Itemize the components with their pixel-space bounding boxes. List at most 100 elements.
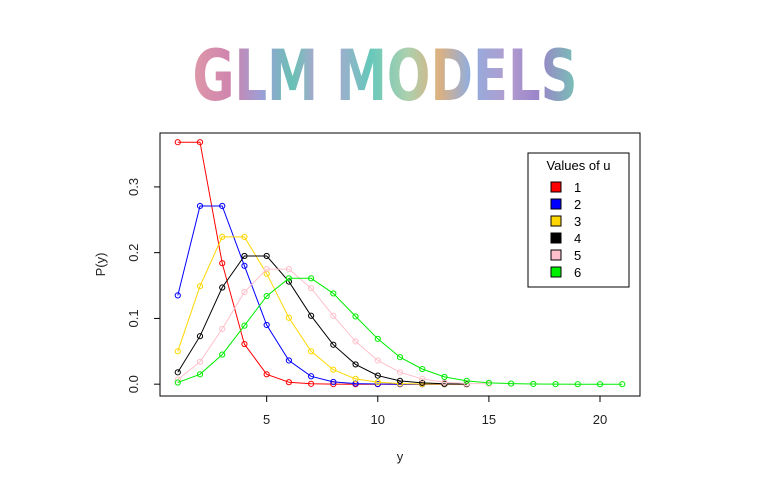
data-point [174,348,181,355]
data-point [396,377,404,384]
axes-group: 5 10 15 200.00.10.20.3 [126,178,607,427]
data-point [263,292,270,300]
data-point [308,380,315,387]
data-point [330,312,337,319]
data-point [219,233,226,240]
data-point [374,379,381,386]
data-point [508,380,515,387]
data-point [352,361,359,368]
data-point [552,380,559,388]
data-point [263,321,270,329]
data-point [308,275,315,282]
legend-swatch-3 [550,215,562,227]
data-point [330,366,337,373]
data-point [419,375,426,383]
data-point [196,139,204,146]
data-point [196,358,204,365]
data-point [330,341,337,348]
data-point [530,380,537,388]
data-point [419,379,426,386]
plot-frame [159,132,641,397]
data-point [596,381,604,388]
x-axis-title: y [397,449,404,464]
data-point [352,375,359,383]
series-group [174,139,626,388]
x-tick-label: 5 [263,412,270,427]
data-point [308,285,315,292]
x-tick-label: 10 [371,412,385,427]
data-point [330,378,337,386]
data-point [352,380,359,387]
legend-swatch-6 [550,266,562,278]
data-point [241,262,248,269]
data-point [174,292,181,299]
legend: Values of u 1 2 3 4 5 6 [527,152,630,288]
data-point [285,266,292,273]
data-point [174,379,181,386]
data-point [219,325,226,333]
banner-title: GLM MODELS [193,35,578,117]
data-point [219,351,226,358]
data-point [619,381,626,388]
y-tick-label: 0.2 [126,244,141,262]
series-line-6 [177,277,623,385]
data-point [574,381,581,388]
data-point [241,340,248,348]
data-point [174,139,181,146]
data-point [263,371,270,378]
data-point [174,369,181,376]
data-point [196,333,204,340]
legend-label-2: 2 [574,197,581,212]
legend-label-5: 5 [574,248,581,263]
data-point [241,289,248,296]
data-point [485,379,492,386]
legend-label-4: 4 [574,231,581,246]
series-line-3 [177,236,467,385]
y-tick-label: 0.0 [126,375,141,393]
legend-label-1: 1 [574,180,581,195]
data-point [374,372,381,379]
data-point [285,379,292,386]
legend-title: Values of u [546,158,610,173]
series-line-1 [177,141,467,385]
data-point [308,373,315,380]
data-point [330,290,337,297]
data-point [419,365,426,373]
data-point [285,275,292,282]
x-tick-label: 15 [482,412,496,427]
data-point [396,354,404,361]
plot-frame-group [159,132,641,397]
series-3 [174,233,470,388]
data-point [241,322,248,329]
series-6 [174,275,626,388]
data-point [285,314,292,321]
series-line-5 [177,268,489,385]
data-point [219,284,226,291]
data-point [263,252,270,260]
y-tick-label: 0.3 [126,178,141,196]
data-point [241,233,248,240]
legend-label-3: 3 [574,214,581,229]
data-point [374,380,381,388]
data-point [374,357,381,364]
legend-label-6: 6 [574,265,581,280]
data-point [285,357,292,364]
data-point [441,373,448,381]
banner: GLM MODELS [193,35,578,117]
data-point [263,266,270,273]
legend-box [527,152,630,288]
data-point [308,348,315,355]
data-point [219,202,226,210]
data-point [196,371,204,378]
data-point [196,283,204,290]
series-4 [174,252,470,388]
data-point [374,335,381,342]
legend-swatch-2 [550,198,562,210]
y-axis-title: P(y) [93,253,108,277]
data-point [352,338,359,345]
legend-swatch-1 [550,181,562,193]
y-tick-label: 0.1 [126,309,141,327]
data-point [196,202,204,210]
legend-swatch-4 [550,232,562,244]
